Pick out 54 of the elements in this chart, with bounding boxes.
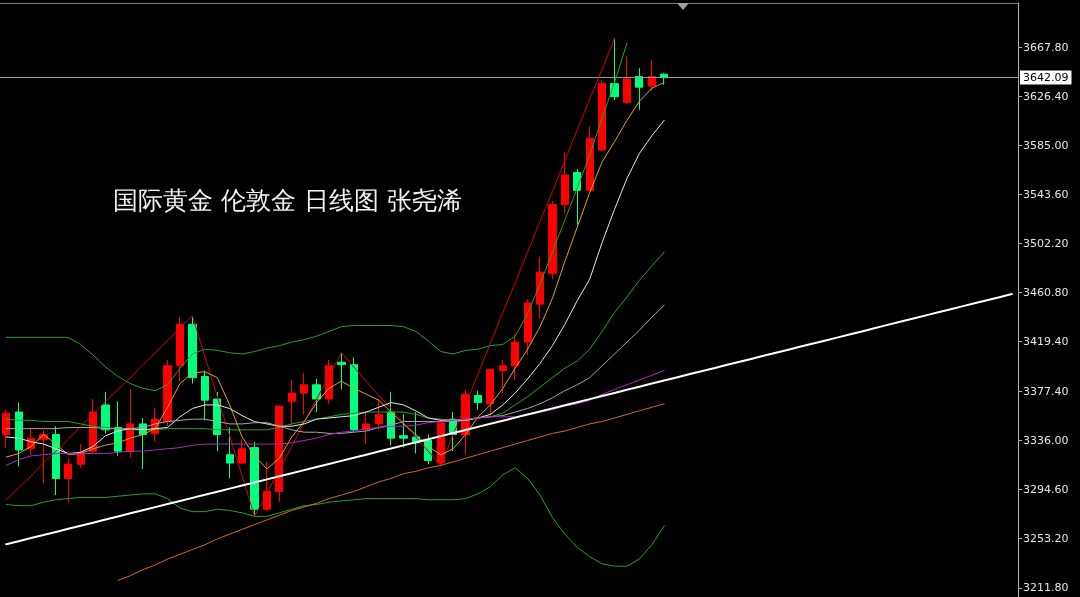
candlestick bbox=[77, 443, 85, 469]
candlestick bbox=[226, 426, 234, 479]
candlestick bbox=[623, 55, 631, 105]
line-series bbox=[5, 38, 616, 517]
y-tick-label: 3377.40 bbox=[1023, 384, 1069, 398]
y-tick-label: 3626.40 bbox=[1023, 89, 1069, 103]
y-tick-label: 3336.00 bbox=[1023, 434, 1069, 447]
candlestick bbox=[648, 59, 656, 92]
y-tick-label: 3253.20 bbox=[1023, 532, 1069, 546]
candlestick bbox=[337, 352, 346, 391]
y-tick-label: 3211.80 bbox=[1023, 581, 1069, 595]
candlestick bbox=[101, 391, 110, 434]
y-tick-label: 3585.00 bbox=[1023, 138, 1069, 152]
line-series bbox=[5, 293, 1013, 546]
candlestick bbox=[511, 333, 519, 381]
candlestick bbox=[288, 379, 296, 427]
y-tick-label: 3419.40 bbox=[1023, 335, 1069, 349]
text: 国际黄金 伦敦金 日线图 张尧浠 bbox=[113, 186, 462, 215]
candlestick bbox=[536, 256, 544, 319]
candlestick bbox=[474, 390, 482, 411]
candlestick bbox=[524, 298, 532, 356]
line-series bbox=[5, 304, 665, 434]
candlestick bbox=[2, 409, 10, 449]
candlestick bbox=[300, 372, 308, 415]
candlestick bbox=[598, 79, 606, 152]
candlestick bbox=[250, 441, 259, 517]
candlestick bbox=[486, 368, 494, 417]
candlestick bbox=[176, 316, 184, 382]
candlestick bbox=[561, 151, 569, 215]
y-tick-label: 3460.80 bbox=[1023, 286, 1069, 300]
candlestick bbox=[64, 457, 72, 503]
candlestick bbox=[635, 67, 643, 111]
line-series bbox=[117, 403, 665, 581]
candlestick bbox=[350, 357, 358, 433]
candlestick bbox=[163, 359, 172, 427]
candlestick bbox=[499, 359, 507, 394]
candlestick bbox=[188, 315, 197, 385]
line-series bbox=[5, 251, 665, 431]
candlestick bbox=[548, 200, 557, 280]
line-series bbox=[5, 370, 665, 466]
candlestick bbox=[399, 413, 408, 449]
y-tick-label: 3667.80 bbox=[1023, 40, 1069, 54]
line-series bbox=[5, 42, 628, 392]
candlestick bbox=[201, 370, 209, 421]
candlestick bbox=[375, 398, 383, 431]
y-tick-label: 3543.60 bbox=[1023, 187, 1069, 201]
candlestick bbox=[15, 402, 23, 468]
candlestick bbox=[238, 438, 246, 465]
line-series bbox=[5, 467, 665, 567]
candlestick bbox=[610, 38, 619, 101]
ref-line-label: 3642.09 bbox=[1023, 71, 1069, 85]
y-tick-label: 3294.60 bbox=[1023, 483, 1069, 497]
candlestick bbox=[263, 461, 271, 511]
y-tick-label: 3502.20 bbox=[1023, 236, 1069, 250]
